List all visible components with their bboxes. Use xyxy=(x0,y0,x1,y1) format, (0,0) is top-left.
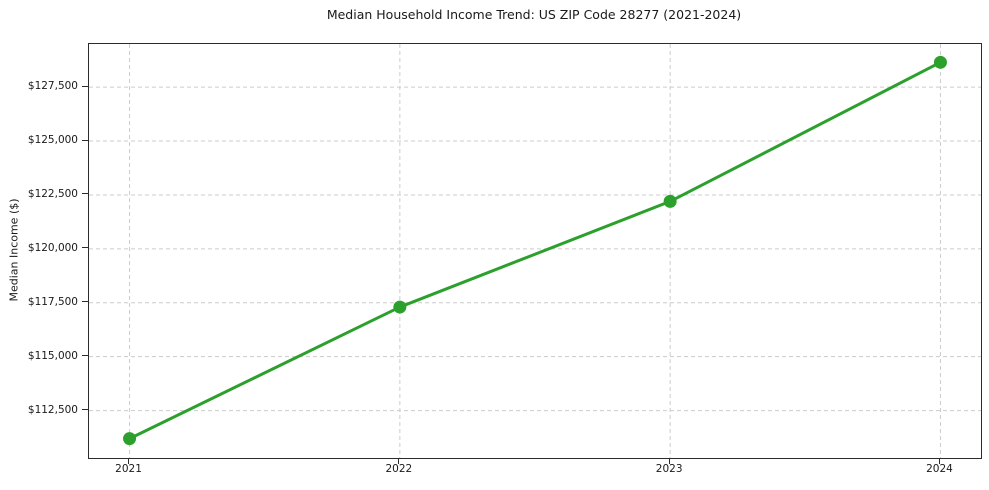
y-tick-mark xyxy=(82,355,88,357)
data-point-marker xyxy=(933,55,947,69)
y-tick-label: $127,500 xyxy=(27,80,78,93)
y-tick-label: $117,500 xyxy=(27,295,78,308)
y-tick-label: $125,000 xyxy=(27,134,78,147)
x-tick-mark xyxy=(938,458,940,464)
line-chart-canvas xyxy=(89,44,981,458)
x-tick-mark xyxy=(668,458,670,464)
y-tick-mark xyxy=(82,139,88,141)
x-tick-mark xyxy=(128,458,130,464)
y-tick-mark xyxy=(82,193,88,195)
y-tick-label: $112,500 xyxy=(27,403,78,416)
y-tick-mark xyxy=(82,409,88,411)
y-tick-mark xyxy=(82,85,88,87)
chart-title: Median Household Income Trend: US ZIP Co… xyxy=(326,7,742,22)
x-tick-label: 2021 xyxy=(115,463,142,475)
plot-area xyxy=(88,43,982,459)
x-tick-label: 2022 xyxy=(385,463,413,475)
trend-line xyxy=(128,60,942,441)
data-point-marker xyxy=(663,194,677,208)
y-tick-mark xyxy=(82,301,88,303)
x-tick-label: 2023 xyxy=(655,463,683,475)
y-tick-label: $122,500 xyxy=(27,187,78,200)
data-point-marker xyxy=(393,300,407,314)
y-tick-label: $115,000 xyxy=(27,349,78,362)
y-tick-mark xyxy=(82,247,88,249)
data-point-marker xyxy=(123,432,137,446)
x-tick-mark xyxy=(398,458,400,464)
x-tick-label: 2024 xyxy=(926,463,953,475)
y-tick-label: $120,000 xyxy=(27,241,78,254)
